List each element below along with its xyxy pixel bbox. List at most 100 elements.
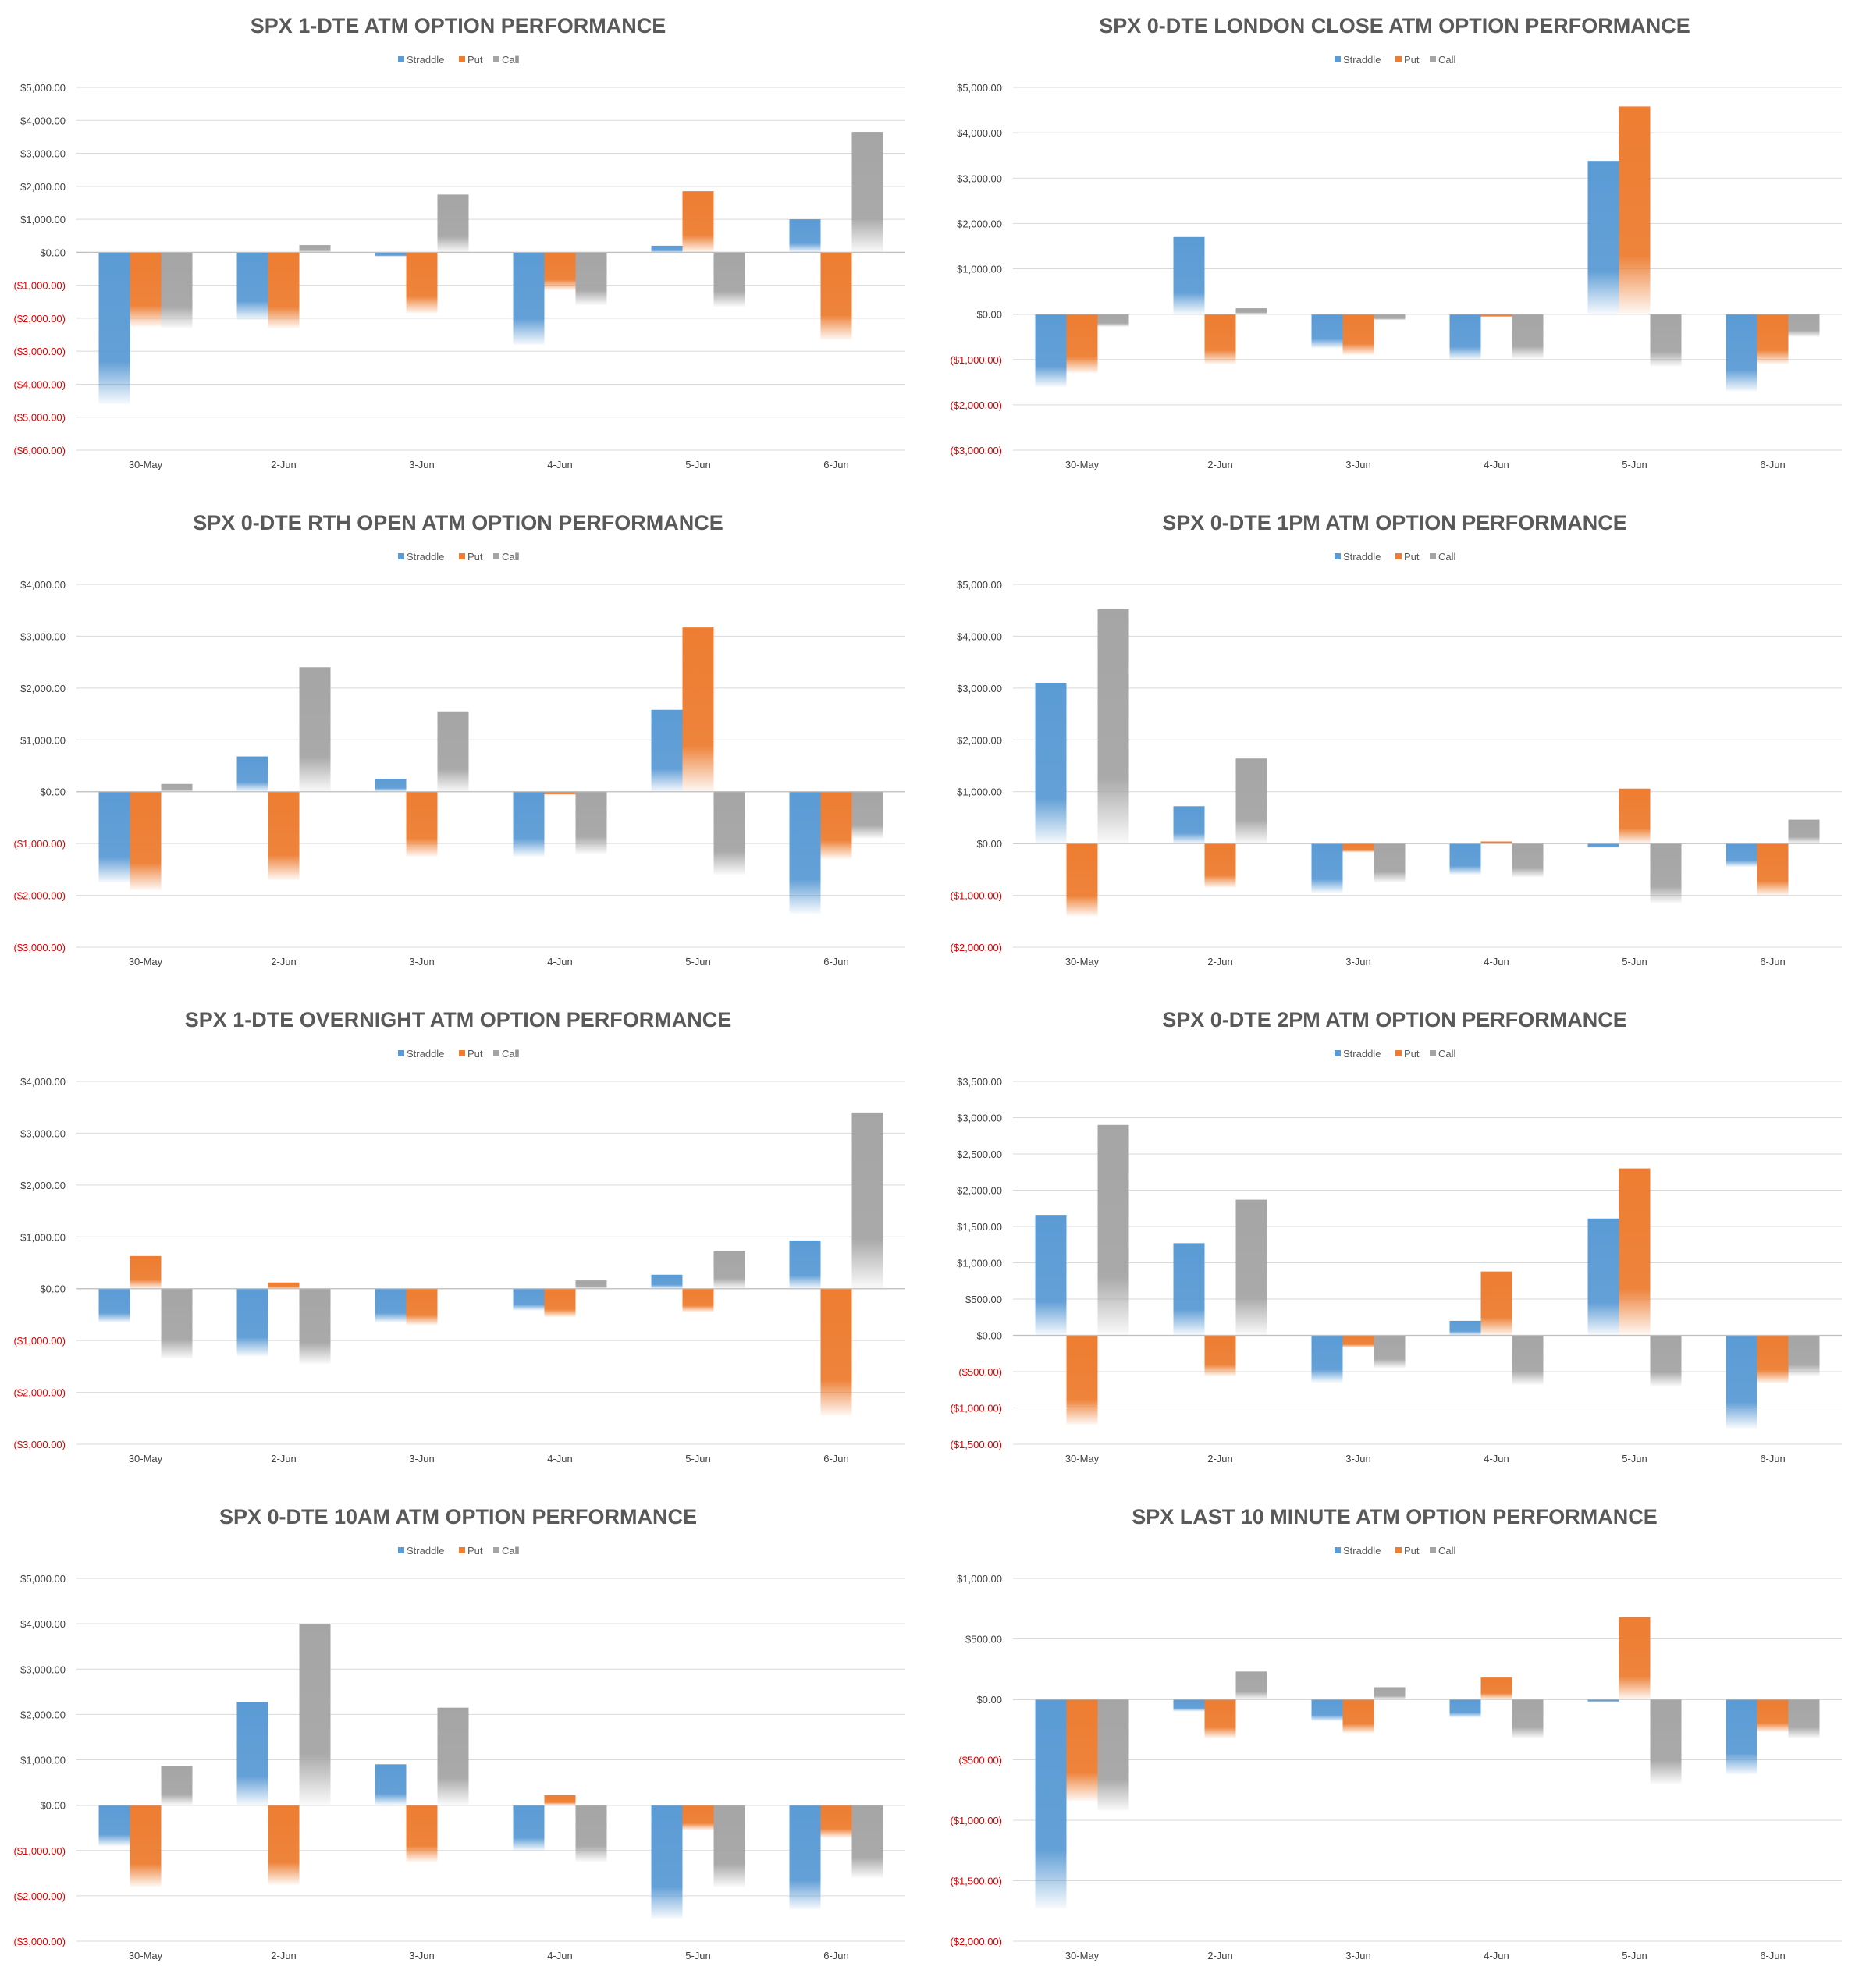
y-tick-label: $1,000.00 (20, 214, 66, 225)
bar-straddle-4-Jun (513, 1805, 545, 1851)
x-tick-label: 5-Jun (1622, 1950, 1647, 1961)
bar-put-5-Jun (682, 627, 714, 792)
bar-straddle-2-Jun (236, 1288, 268, 1357)
x-tick-label: 30-May (1065, 459, 1100, 470)
legend-swatch-call (493, 553, 499, 559)
legend-swatch-call (493, 1547, 499, 1553)
x-tick-label: 6-Jun (1760, 1453, 1786, 1464)
y-tick-label: $1,000.00 (957, 264, 1002, 275)
y-tick-label: $3,000.00 (20, 1127, 66, 1139)
y-tick-label: $0.00 (40, 1800, 66, 1812)
y-tick-label: ($2,000.00) (951, 942, 1003, 953)
legend-label-straddle: Straddle (1343, 1048, 1381, 1060)
legend-swatch-put (459, 1547, 465, 1553)
bar-put-30-May (130, 252, 162, 327)
y-tick-label: ($1,000.00) (14, 1335, 66, 1347)
bar-put-3-Jun (1342, 1335, 1374, 1348)
legend-label-straddle: Straddle (1343, 551, 1381, 563)
bar-straddle-6-Jun (1726, 1699, 1757, 1775)
legend-swatch-straddle (398, 1547, 404, 1553)
y-tick-label: ($1,000.00) (951, 354, 1003, 366)
x-tick-label: 2-Jun (271, 956, 297, 967)
x-tick-label: 4-Jun (1484, 1950, 1509, 1961)
y-tick-label: $5,000.00 (20, 82, 66, 94)
bar-straddle-4-Jun (513, 1288, 545, 1311)
x-tick-label: 30-May (129, 1950, 163, 1961)
legend-label-straddle: Straddle (407, 54, 444, 66)
y-tick-label: $2,000.00 (957, 1185, 1002, 1197)
x-tick-label: 5-Jun (685, 1453, 711, 1464)
x-tick-label: 30-May (1065, 1453, 1100, 1464)
x-tick-label: 6-Jun (823, 1950, 849, 1961)
legend-swatch-straddle (1335, 56, 1341, 62)
bar-put-3-Jun (406, 1288, 438, 1326)
legend-label-put: Put (467, 1545, 483, 1557)
bar-put-6-Jun (820, 791, 852, 860)
chart-panel-8: SPX LAST 10 MINUTE ATM OPTION PERFORMANC… (936, 1491, 1873, 1988)
bar-call-5-Jun (713, 252, 745, 307)
bar-put-30-May (130, 1255, 162, 1289)
bar-put-3-Jun (406, 1805, 438, 1862)
legend-label-call: Call (502, 54, 520, 66)
x-tick-label: 3-Jun (1345, 1950, 1371, 1961)
legend-label-put: Put (1404, 1545, 1420, 1557)
bar-call-5-Jun (1650, 843, 1682, 903)
bar-put-5-Jun (682, 1288, 714, 1312)
y-tick-label: $0.00 (40, 786, 66, 798)
x-tick-label: 2-Jun (1207, 956, 1233, 967)
x-tick-label: 4-Jun (547, 1950, 573, 1961)
chart-svg: SPX 0-DTE 1PM ATM OPTION PERFORMANCE Stra… (951, 511, 1842, 967)
y-tick-label: $0.00 (976, 838, 1002, 850)
legend-swatch-put (459, 56, 465, 62)
bar-put-3-Jun (1342, 1699, 1374, 1734)
bar-straddle-30-May (98, 791, 130, 882)
y-tick-label: ($1,000.00) (14, 280, 66, 292)
x-tick-label: 2-Jun (271, 459, 297, 470)
legend-label-call: Call (1438, 1545, 1456, 1557)
bar-straddle-30-May (1035, 683, 1067, 844)
y-tick-label: ($2,000.00) (14, 890, 66, 902)
bar-straddle-6-Jun (789, 1805, 821, 1910)
x-tick-label: 3-Jun (409, 1950, 435, 1961)
x-tick-label: 30-May (1065, 956, 1100, 967)
y-tick-label: $1,000.00 (957, 786, 1002, 798)
bar-put-2-Jun (1204, 1699, 1236, 1738)
bar-call-30-May (1097, 1124, 1129, 1336)
legend-label-put: Put (467, 1048, 483, 1060)
legend-swatch-call (1430, 553, 1436, 559)
legend-swatch-call (493, 1050, 499, 1056)
bar-call-6-Jun (851, 791, 883, 839)
bar-call-4-Jun (1512, 1699, 1544, 1738)
legend-swatch-call (1430, 1050, 1436, 1056)
chart-title: SPX 0-DTE 1PM ATM OPTION PERFORMANCE (1162, 511, 1627, 534)
y-tick-label: $0.00 (976, 1330, 1002, 1342)
legend-label-put: Put (1404, 1048, 1420, 1060)
bar-call-3-Jun (1374, 1687, 1406, 1699)
chart-panel-5: SPX 1-DTE OVERNIGHT ATM OPTION PERFORMAN… (0, 994, 936, 1491)
bar-put-30-May (130, 1805, 162, 1887)
x-tick-label: 6-Jun (823, 459, 849, 470)
bar-call-4-Jun (575, 1805, 607, 1862)
x-tick-label: 5-Jun (685, 1950, 711, 1961)
x-tick-label: 30-May (129, 459, 163, 470)
y-tick-label: $2,000.00 (20, 1709, 66, 1720)
legend-swatch-put (1395, 1547, 1402, 1553)
y-tick-label: $4,000.00 (20, 579, 66, 591)
chart-title: SPX 1-DTE ATM OPTION PERFORMANCE (251, 14, 666, 37)
y-tick-label: ($500.00) (958, 1366, 1002, 1378)
legend-swatch-put (1395, 553, 1402, 559)
bar-call-5-Jun (713, 1805, 745, 1887)
x-tick-label: 3-Jun (1345, 1453, 1371, 1464)
y-tick-label: $1,000.00 (20, 1231, 66, 1243)
bar-call-4-Jun (575, 791, 607, 854)
bar-call-3-Jun (1374, 843, 1406, 882)
chart-title: SPX 0-DTE RTH OPEN ATM OPTION PERFORMANC… (193, 511, 723, 534)
y-tick-label: $500.00 (965, 1634, 1002, 1645)
bar-put-30-May (1066, 1699, 1098, 1802)
legend-swatch-straddle (398, 553, 404, 559)
x-tick-label: 2-Jun (1207, 1950, 1233, 1961)
bar-call-2-Jun (1235, 758, 1267, 844)
y-tick-label: $2,000.00 (20, 1180, 66, 1191)
bar-put-4-Jun (1480, 1271, 1512, 1336)
bar-put-2-Jun (1204, 1335, 1236, 1376)
